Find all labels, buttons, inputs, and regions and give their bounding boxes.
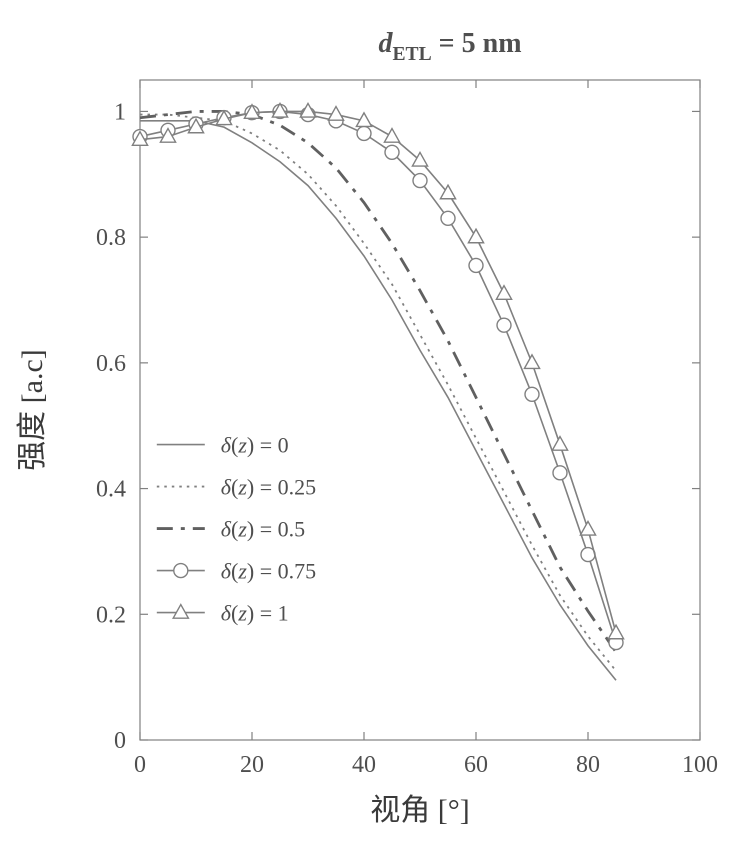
legend-label-2: δ(z) = 0.5 <box>221 517 305 542</box>
x-axis-label: 视角 [°] <box>370 794 469 827</box>
y-tick-label: 0 <box>114 728 126 754</box>
series-marker-circle <box>469 258 483 272</box>
y-tick-label: 0.8 <box>96 225 126 251</box>
y-axis-label: 强度 [a.c] <box>16 349 49 471</box>
series-marker-circle <box>525 387 539 401</box>
x-tick-label: 0 <box>134 752 146 778</box>
x-tick-label: 80 <box>576 752 600 778</box>
legend-label-1: δ(z) = 0.25 <box>221 475 316 500</box>
series-marker-circle <box>357 126 371 140</box>
intensity-vs-angle-chart: 0 20 40 60 80 100 0 0.2 0.4 0.6 0.8 1 视角 [°] 强度 [a.c]… <box>0 0 750 855</box>
x-tick-label: 100 <box>682 752 718 778</box>
x-tick-label: 60 <box>464 752 488 778</box>
y-tick-label: 0.4 <box>96 477 126 503</box>
legend-label-3: δ(z) = 0.75 <box>221 559 316 584</box>
x-tick-label: 40 <box>352 752 376 778</box>
legend-label-4: δ(z) = 1 <box>221 601 289 626</box>
series-marker-circle <box>441 211 455 225</box>
y-tick-label: 0.6 <box>96 351 126 377</box>
y-tick-label: 0.2 <box>96 602 126 628</box>
series-marker-circle <box>553 466 567 480</box>
chart-title: dETL = 5 nm <box>378 28 521 65</box>
series-marker-circle <box>497 318 511 332</box>
series-marker-circle <box>385 145 399 159</box>
series-marker-circle <box>413 174 427 188</box>
legend-label-0: δ(z) = 0 <box>221 433 289 458</box>
x-tick-label: 20 <box>240 752 264 778</box>
y-tick-label: 1 <box>114 99 126 125</box>
